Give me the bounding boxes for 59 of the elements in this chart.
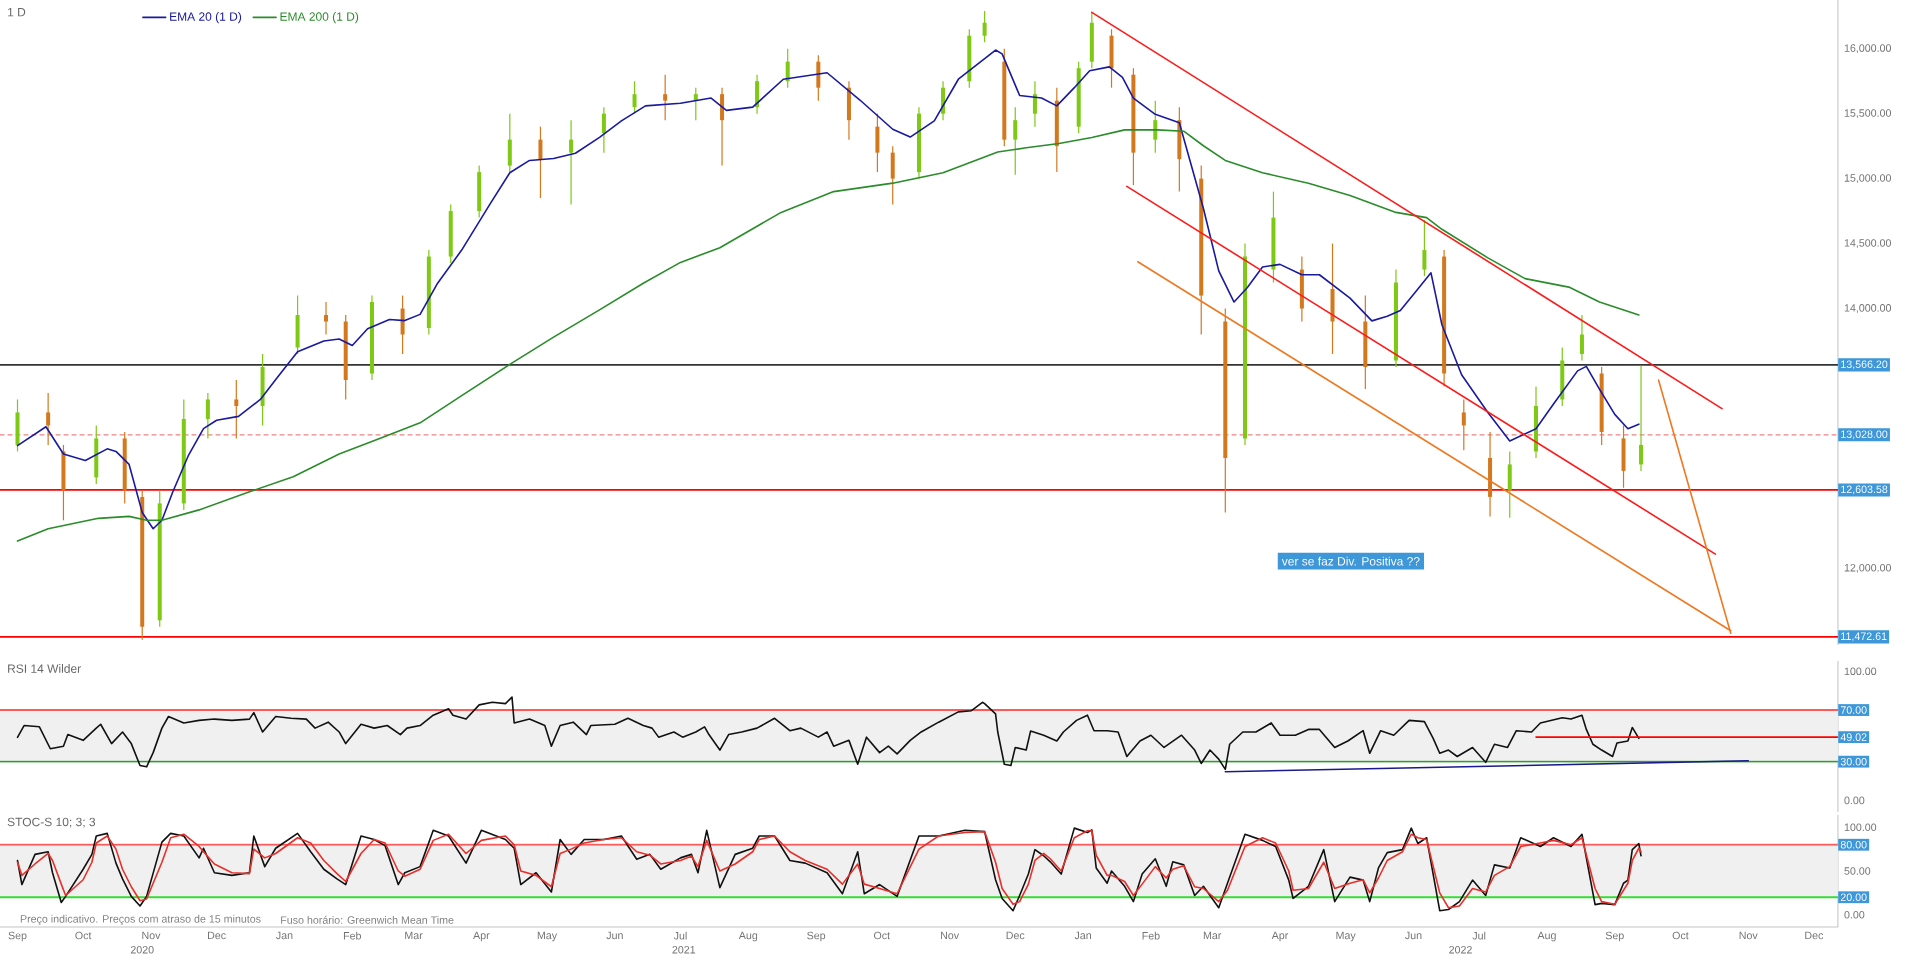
y-tick-label: 14,000.00 [1844, 304, 1892, 313]
x-tick-label: Sep [807, 931, 826, 942]
x-tick-label: Apr [473, 931, 490, 942]
annotation: Fuso horário: Greenwich Mean Time [281, 915, 454, 924]
x-tick-label: Mar [1203, 931, 1222, 940]
x-tick-label: Dec [1805, 931, 1824, 940]
annotation: Preço indicativo. Preços com atraso de 15 minutos [20, 914, 261, 925]
x-tick-label: Jun [606, 931, 623, 940]
y-tick-label: 100.00 [1844, 667, 1877, 676]
chart-title: STOC-S 10; 3; 3 [7, 817, 96, 828]
y-tick-label: 0.00 [1844, 796, 1865, 805]
annotation: ver se faz Div. Positiva ?? [1281, 556, 1420, 566]
ref-line-label: 13,566.20 [1841, 360, 1888, 370]
text: 2020 [130, 945, 154, 954]
x-tick-label: Sep [1605, 931, 1624, 942]
y-tick-label: 12,000.00 [1844, 563, 1892, 573]
y-tick-label: 100.00 [1844, 823, 1877, 832]
ref-line-label: 80.00 [1840, 840, 1867, 849]
data-label: 49.02 [1840, 733, 1867, 741]
x-tick-label: Apr [1271, 931, 1289, 942]
x-tick-label: Jan [1074, 931, 1091, 940]
x-tick-label: May [537, 931, 558, 942]
text: 2022 [1449, 945, 1472, 954]
x-tick-label: Feb [343, 931, 362, 940]
x-tick-label: Nov [142, 931, 161, 940]
x-tick-label: Oct [873, 931, 890, 940]
ref-line-label: 12,603.58 [1841, 485, 1888, 495]
text: 1 D [8, 8, 26, 17]
chart-title: RSI 14 Wilder [8, 664, 81, 673]
x-tick-label: Jun [1405, 931, 1422, 940]
ref-line-label: 11,472.61 [1841, 632, 1887, 642]
ref-line-label: 20.00 [1840, 893, 1867, 902]
x-tick-label: Aug [1537, 931, 1556, 942]
y-tick-label: 16,000.00 [1844, 44, 1892, 54]
x-tick-label: Nov [1739, 931, 1758, 940]
x-tick-label: Oct [1672, 931, 1689, 940]
ref-line-label: 30.00 [1840, 757, 1867, 766]
y-tick-label: 14,500.00 [1844, 239, 1892, 248]
x-tick-label: Dec [208, 931, 226, 940]
x-tick-label: Feb [1142, 931, 1160, 940]
legend-label: EMA 200 (1 D) [280, 12, 359, 24]
ref-line-label: 13,028.00 [1841, 430, 1888, 440]
x-tick-label: Oct [75, 931, 92, 940]
ref-line-label: 70.00 [1840, 706, 1867, 714]
x-tick-label: Sep [8, 931, 27, 942]
x-tick-label: May [1336, 931, 1356, 942]
x-tick-label: Aug [738, 931, 758, 942]
x-tick-label: Jul [673, 931, 687, 940]
x-tick-label: Jul [1472, 931, 1486, 940]
x-tick-label: Mar [405, 931, 423, 940]
text: 2021 [672, 945, 696, 954]
y-tick-label: 50.00 [1844, 867, 1871, 875]
x-tick-label: Nov [941, 931, 960, 940]
x-tick-label: Jan [276, 931, 293, 940]
y-tick-label: 0.00 [1844, 910, 1865, 919]
legend-label: EMA 20 (1 D) [170, 12, 242, 24]
x-tick-label: Dec [1006, 931, 1025, 940]
y-tick-label: 15,500.00 [1844, 109, 1892, 119]
y-tick-label: 15,000.00 [1844, 174, 1892, 184]
